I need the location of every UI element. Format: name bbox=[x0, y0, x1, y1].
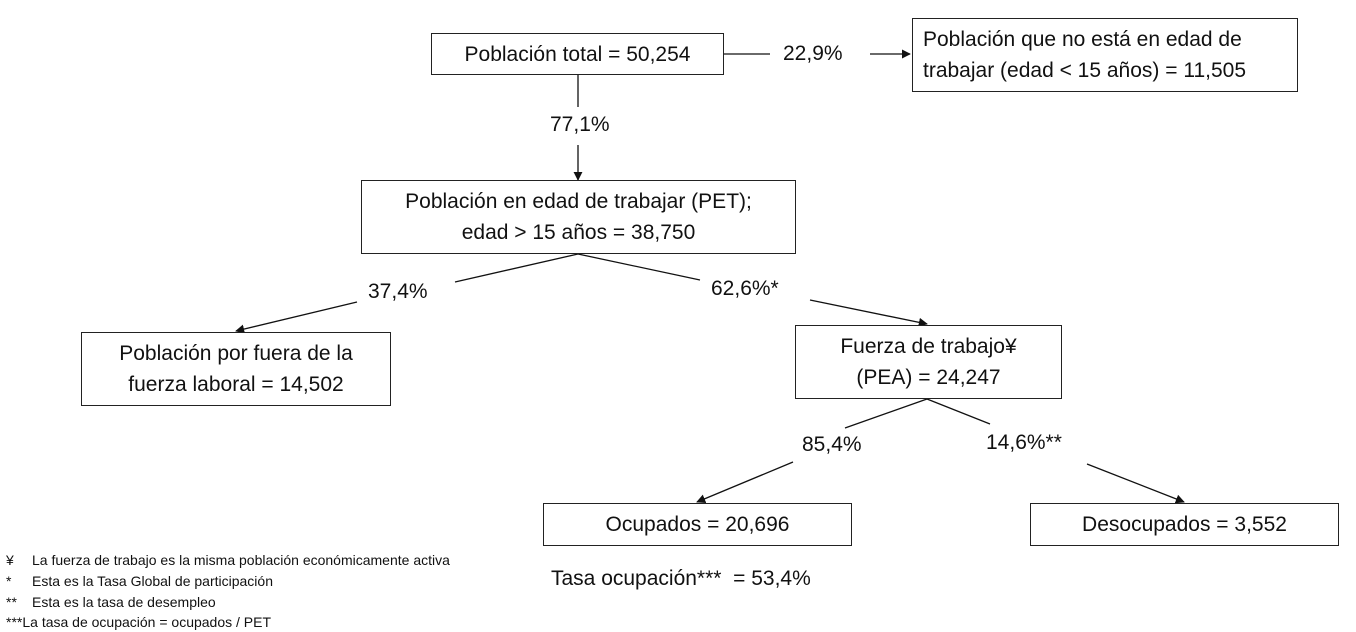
tasa-ocupacion-label: Tasa ocupación*** = 53,4% bbox=[551, 567, 811, 590]
edge-pea-ocupados-arrow bbox=[696, 461, 794, 504]
footnote-1-symbol: ¥ bbox=[6, 552, 14, 568]
node-pea: Fuerza de trabajo¥ (PEA) = 24,247 bbox=[795, 325, 1062, 399]
footnote-4: ***La tasa de ocupación = ocupados / PET bbox=[6, 613, 271, 631]
footnote-2-text: Esta es la Tasa Global de participación bbox=[32, 573, 273, 589]
edge-label-pet-pea: 62,6%* bbox=[711, 277, 779, 300]
edge-pea-desocupados-line bbox=[926, 398, 991, 425]
edge-label-pea-ocupados: 85,4% bbox=[802, 433, 862, 456]
footnote-1-text: La fuerza de trabajo es la misma poblaci… bbox=[32, 552, 450, 568]
node-no-edad-trabajar: Población que no está en edad de trabaja… bbox=[912, 18, 1298, 92]
footnote-3: ** Esta es la tasa de desempleo bbox=[6, 593, 216, 611]
node-no-edad-line-2: trabajar (edad < 15 años) = 11,505 bbox=[923, 59, 1247, 82]
footnote-1: ¥ La fuerza de trabajo es la misma poblac… bbox=[6, 551, 450, 569]
footnote-4-text: La tasa de ocupación = ocupados / PET bbox=[22, 614, 272, 630]
footnote-2-symbol: * bbox=[6, 573, 12, 589]
node-no-edad-line-1: Población que no está en edad de bbox=[923, 28, 1242, 51]
node-pea-line-1: Fuerza de trabajo¥ bbox=[840, 335, 1017, 358]
footnote-3-symbol: ** bbox=[6, 594, 17, 610]
node-fuera-fuerza-laboral: Población por fuera de la fuerza laboral… bbox=[81, 332, 391, 406]
node-poblacion-total: Población total = 50,254 bbox=[431, 33, 724, 75]
edge-label-pea-desocupados: 14,6%** bbox=[986, 431, 1062, 454]
footnote-3-text: Esta es la tasa de desempleo bbox=[32, 594, 216, 610]
footnote-4-symbol: *** bbox=[6, 614, 23, 630]
node-poblacion-total-text: Población total = 50,254 bbox=[464, 42, 691, 66]
edge-label-total-no-edad: 22,9% bbox=[783, 42, 843, 65]
edge-label-pet-fuera: 37,4% bbox=[368, 280, 428, 303]
footnote-2: * Esta es la Tasa Global de participación bbox=[6, 572, 273, 590]
node-pet-line-2: edad > 15 años = 38,750 bbox=[461, 221, 696, 244]
edge-pea-ocupados-line bbox=[844, 398, 928, 429]
edge-pet-fuera-arrow bbox=[235, 301, 358, 334]
edge-pet-pea-line bbox=[577, 253, 701, 281]
node-desocupados-text: Desocupados = 3,552 bbox=[1082, 513, 1287, 536]
edge-pea-desocupados-arrow bbox=[1086, 463, 1185, 504]
edge-pet-fuera-line bbox=[454, 253, 579, 283]
edge-label-total-pet: 77,1% bbox=[550, 113, 610, 136]
node-pet-line-1: Población en edad de trabajar (PET); bbox=[405, 190, 752, 213]
node-fuera-line-1: Población por fuera de la bbox=[119, 342, 353, 365]
node-pet: Población en edad de trabajar (PET); eda… bbox=[361, 180, 796, 254]
node-ocupados-text: Ocupados = 20,696 bbox=[605, 513, 790, 536]
edge-pet-pea-arrow bbox=[809, 299, 928, 327]
node-pea-line-2: (PEA) = 24,247 bbox=[856, 366, 1001, 389]
node-fuera-line-2: fuerza laboral = 14,502 bbox=[128, 373, 344, 396]
node-ocupados: Ocupados = 20,696 bbox=[543, 503, 852, 546]
node-desocupados: Desocupados = 3,552 bbox=[1030, 503, 1339, 546]
